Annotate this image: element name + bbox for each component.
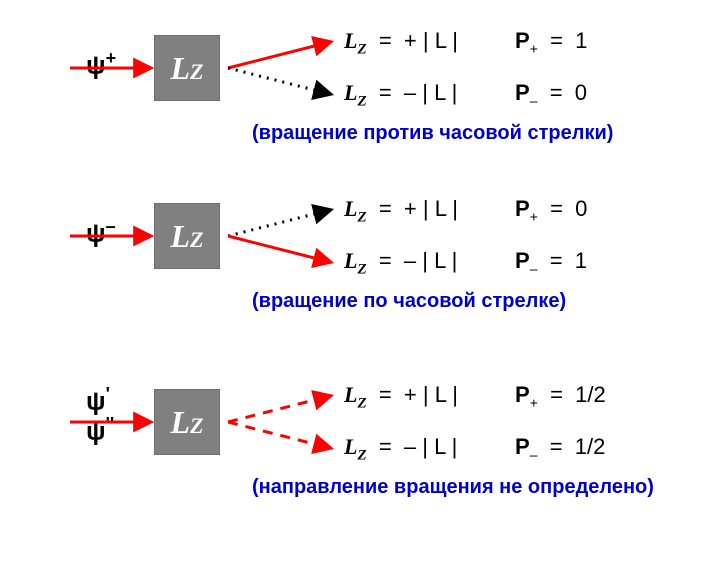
lz-sign: – xyxy=(404,248,416,273)
output-arrow-down xyxy=(0,372,720,572)
p-symbol: P xyxy=(515,80,530,105)
lz-sub: Z xyxy=(357,93,366,109)
lz-magnitude: | L | xyxy=(422,434,457,459)
rotation-caption: (вращение по часовой стрелке) xyxy=(252,290,566,313)
lz-sign: – xyxy=(404,80,416,105)
lz-sub: Z xyxy=(357,447,366,463)
probability-text: P– = 0 xyxy=(515,80,587,108)
rotation-caption: (вращение против часовой стрелки) xyxy=(252,122,613,145)
p-value: 0 xyxy=(575,80,587,105)
lz-sub: Z xyxy=(357,261,366,277)
lz-eigenvalue-text: LZ = – | L | xyxy=(344,434,457,464)
measurement-row-2: ψ'ψ''LZLZ = + | L |P+ = 1/2LZ = – | L |P… xyxy=(0,372,720,542)
lz-main: L xyxy=(344,80,357,105)
measurement-row-0: ψ+LZLZ = + | L |P+ = 1LZ = – | L |P– = 0… xyxy=(0,18,720,188)
lz-sign: – xyxy=(404,434,416,459)
probability-text: P– = 1/2 xyxy=(515,434,605,462)
p-symbol: P xyxy=(515,248,530,273)
output-arrow-down xyxy=(0,186,720,386)
lz-eigenvalue-text: LZ = – | L | xyxy=(344,80,457,110)
lz-magnitude: | L | xyxy=(422,248,457,273)
p-value: 1 xyxy=(575,248,587,273)
p-symbol: P xyxy=(515,434,530,459)
probability-text: P– = 1 xyxy=(515,248,587,276)
measurement-row-1: ψ–LZLZ = + | L |P+ = 0LZ = – | L |P– = 1… xyxy=(0,186,720,356)
lz-main: L xyxy=(344,434,357,459)
p-sub: – xyxy=(530,92,538,108)
p-sub: – xyxy=(530,260,538,276)
p-value: 1/2 xyxy=(575,434,606,459)
lz-main: L xyxy=(344,248,357,273)
lz-eigenvalue-text: LZ = – | L | xyxy=(344,248,457,278)
p-sub: – xyxy=(530,446,538,462)
rotation-caption: (направление вращения не определено) xyxy=(252,476,654,499)
lz-magnitude: | L | xyxy=(422,80,457,105)
